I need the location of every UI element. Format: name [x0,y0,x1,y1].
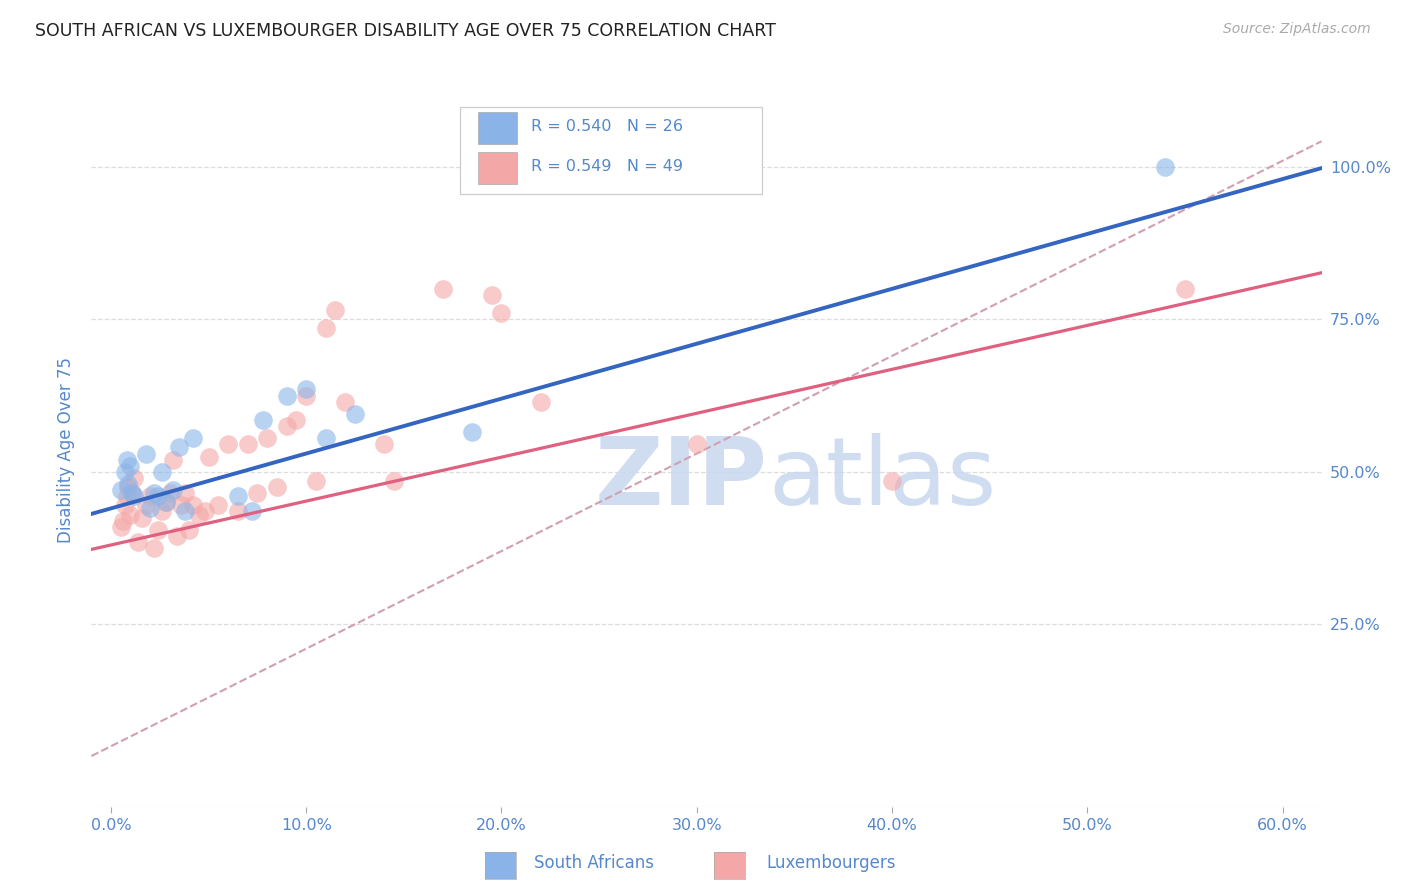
Point [256,431,278,445]
Point [174,504,197,518]
Point [382,474,405,488]
Text: R = 0.540   N = 26: R = 0.540 N = 26 [530,119,682,134]
Point [491,306,513,320]
Point [121,486,143,500]
Point [139,489,162,503]
Point [187,508,209,522]
Point [155,495,177,509]
Point [373,437,395,451]
Point [170,499,193,513]
Point [305,474,328,488]
Point [124,489,146,503]
Point [135,499,157,513]
Point [197,450,219,464]
Point [121,486,143,500]
Point [246,486,269,500]
Point [166,529,188,543]
Point [131,510,153,524]
Text: R = 0.549   N = 49: R = 0.549 N = 49 [530,159,682,174]
Point [159,486,181,500]
Point [115,489,138,503]
Point [117,477,139,491]
Point [142,541,165,555]
Point [315,431,337,445]
Point [1154,160,1177,174]
Text: SOUTH AFRICAN VS LUXEMBOURGER DISABILITY AGE OVER 75 CORRELATION CHART: SOUTH AFRICAN VS LUXEMBOURGER DISABILITY… [35,22,776,40]
Point [325,303,347,318]
Point [217,437,239,451]
Point [1174,282,1197,296]
Point [110,483,132,497]
Point [276,419,298,434]
Point [181,431,204,445]
Point [252,413,274,427]
Point [481,288,503,302]
Point [461,425,484,439]
Point [295,383,318,397]
Point [162,452,184,467]
Point [276,388,298,402]
Text: atlas: atlas [768,433,997,525]
Point [111,514,134,528]
Point [115,452,138,467]
Point [177,523,200,537]
Point [114,499,136,513]
Point [162,483,184,497]
Point [114,465,136,479]
Point [110,519,132,533]
Point [266,480,288,494]
Point [139,501,162,516]
Point [240,504,263,518]
Point [150,504,173,518]
Y-axis label: Disability Age Over 75: Disability Age Over 75 [58,358,76,543]
Point [155,495,177,509]
Point [127,535,149,549]
Point [174,486,197,500]
Point [142,486,165,500]
Point [194,504,217,518]
Point [432,282,454,296]
Point [343,407,366,421]
FancyBboxPatch shape [478,112,517,144]
Text: Luxembourgers: Luxembourgers [766,855,896,872]
Point [146,523,169,537]
Point [285,413,308,427]
Point [117,480,139,494]
Point [236,437,259,451]
Point [529,394,551,409]
Point [135,446,157,460]
Point [124,471,146,485]
Point [686,437,709,451]
FancyBboxPatch shape [460,106,762,194]
Text: South Africans: South Africans [534,855,654,872]
Point [315,321,337,335]
Point [120,508,142,522]
Point [181,499,204,513]
Point [146,489,169,503]
FancyBboxPatch shape [478,153,517,184]
Point [150,465,173,479]
Point [295,388,318,402]
Point [169,441,191,455]
Point [880,474,903,488]
Point [207,499,229,513]
Point [120,458,142,473]
Point [226,489,249,503]
Point [226,504,249,518]
Text: ZIP: ZIP [595,433,768,525]
Point [335,394,357,409]
Text: Source: ZipAtlas.com: Source: ZipAtlas.com [1223,22,1371,37]
